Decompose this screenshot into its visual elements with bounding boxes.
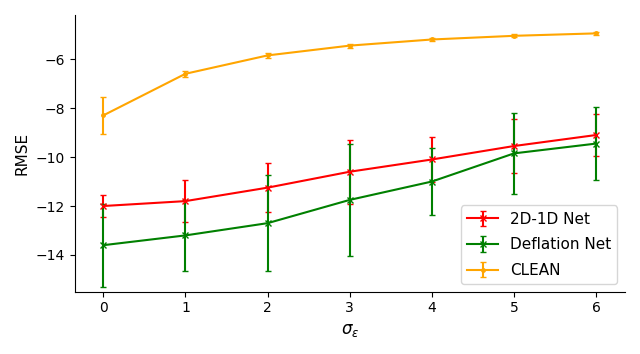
Y-axis label: RMSE: RMSE <box>15 132 30 175</box>
Legend: 2D-1D Net, Deflation Net, CLEAN: 2D-1D Net, Deflation Net, CLEAN <box>461 205 618 284</box>
X-axis label: $\sigma_\varepsilon$: $\sigma_\varepsilon$ <box>340 321 359 339</box>
